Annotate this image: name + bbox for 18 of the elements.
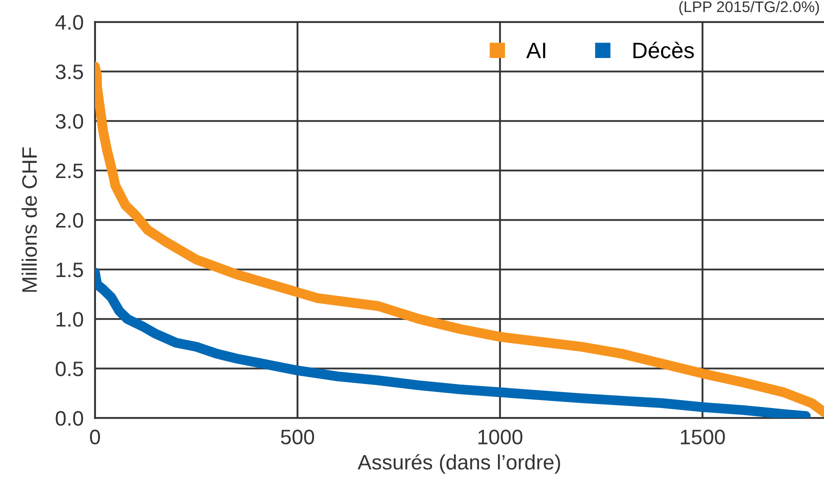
x-tick-label: 1000 bbox=[478, 430, 522, 444]
y-tick-label: 1.5 bbox=[56, 262, 84, 278]
text: (LPP 2015/TG/2.0%) bbox=[679, 0, 819, 16]
legend-label: AI bbox=[526, 42, 546, 58]
y-tick-label: 3.0 bbox=[56, 114, 84, 129]
y-tick-label: 0.0 bbox=[56, 411, 84, 426]
y-tick-label: 2.0 bbox=[56, 213, 84, 228]
legend-label: Décès bbox=[633, 42, 694, 58]
x-tick-label: 1500 bbox=[680, 430, 725, 444]
y-tick-label: 1.0 bbox=[56, 312, 84, 327]
y-axis-title: Millions de CHF bbox=[22, 147, 37, 292]
y-tick-label: 0.5 bbox=[56, 362, 84, 376]
y-tick-label: 4.0 bbox=[55, 15, 84, 30]
y-tick-label: 2.5 bbox=[56, 164, 84, 178]
x-tick-label: 500 bbox=[280, 430, 314, 444]
x-tick-label: 0 bbox=[90, 430, 100, 444]
y-tick-label: 3.5 bbox=[56, 64, 84, 80]
x-axis-title: Assurés (dans l’ordre) bbox=[358, 454, 560, 474]
